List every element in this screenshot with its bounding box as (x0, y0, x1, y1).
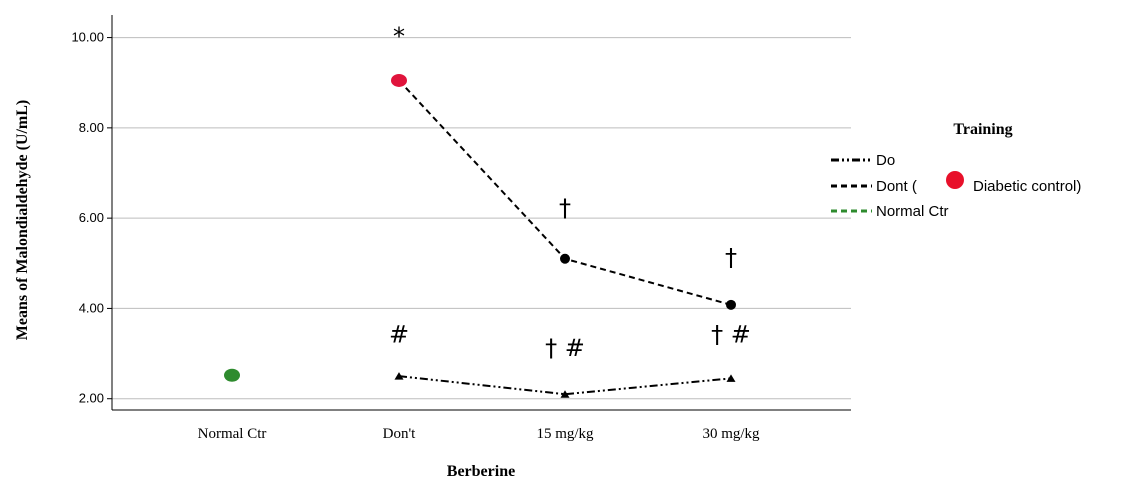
data-point (394, 372, 404, 380)
series-line (398, 375, 732, 396)
y-tick-label: 10.00 (71, 30, 104, 45)
series-dont (391, 73, 736, 310)
axes (111, 15, 851, 411)
legend-label: Dont ( (876, 178, 917, 195)
legend-marker (946, 171, 964, 189)
legend-label-suffix: Diabetic control) (973, 178, 1081, 195)
data-point (726, 299, 736, 310)
y-axis-title: Means of Malondialdehyde (U/mL) (14, 100, 31, 340)
annotation-label: † (725, 244, 737, 272)
annotation-label: * (393, 22, 405, 50)
x-tick-label: Don't (383, 426, 417, 442)
x-tick-label: 15 mg/kg (536, 426, 594, 442)
data-point (560, 253, 570, 264)
data-point (560, 390, 570, 398)
y-tick-label: 2.00 (79, 391, 104, 406)
annotations: * † † # † # † # (389, 22, 751, 361)
x-tick-labels: Normal Ctr Don't 15 mg/kg 30 mg/kg (198, 426, 760, 442)
data-point (726, 374, 736, 382)
y-tick-label: 6.00 (79, 210, 104, 225)
y-tick-labels: 2.00 4.00 6.00 8.00 10.00 (71, 30, 112, 406)
annotation-label: † (559, 194, 571, 222)
legend-title: Training (953, 121, 1012, 138)
y-tick-label: 8.00 (79, 120, 104, 135)
legend-label: Do (876, 152, 895, 169)
annotation-label: # (389, 320, 409, 348)
x-axis-title: Berberine (447, 463, 515, 480)
legend-label: Normal Ctr (876, 203, 949, 220)
x-tick-label: Normal Ctr (198, 426, 267, 442)
y-tick-label: 4.00 (79, 300, 104, 315)
series-layer (224, 73, 736, 398)
x-tick-label: 30 mg/kg (702, 426, 760, 442)
series-normal-ctr (224, 368, 240, 382)
annotation-label: † # (711, 320, 751, 348)
legend: Training Do Dont ( Diabetic control) Normal… (831, 121, 1081, 220)
annotation-label: † # (545, 334, 585, 362)
series-line (398, 79, 732, 306)
series-do (394, 372, 736, 398)
data-point (224, 368, 240, 382)
data-point (391, 73, 407, 87)
